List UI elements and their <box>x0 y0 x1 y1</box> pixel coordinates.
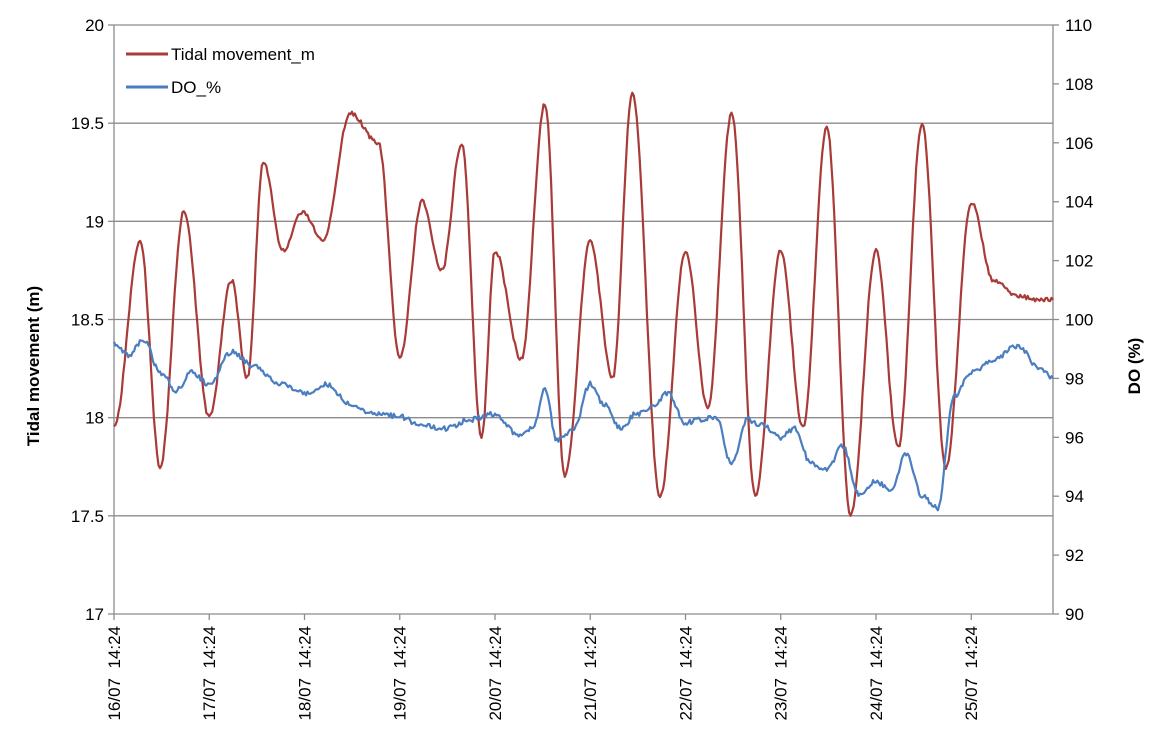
right-tick-label: 98 <box>1065 369 1084 388</box>
x-tick-label: 25/07 14:24 <box>962 626 981 721</box>
right-tick-label: 90 <box>1065 605 1084 624</box>
left-tick-label: 18.5 <box>71 311 104 330</box>
x-tick-label: 24/07 14:24 <box>867 626 886 721</box>
left-tick-label: 17 <box>85 605 104 624</box>
x-tick-label: 19/07 14:24 <box>391 626 410 721</box>
left-axis-ticks: 17 17.5 18 18.5 19 19.5 20 <box>71 16 114 624</box>
legend-label-do: DO_% <box>171 78 221 97</box>
left-tick-label: 17.5 <box>71 507 104 526</box>
right-tick-label: 106 <box>1065 134 1093 153</box>
right-tick-label: 108 <box>1065 75 1093 94</box>
x-tick-label: 17/07 14:24 <box>200 626 219 721</box>
right-tick-label: 110 <box>1065 16 1092 35</box>
right-axis-ticks: 90 92 94 96 98 100 102 104 106 108 110 <box>1053 16 1093 624</box>
right-tick-label: 92 <box>1065 546 1084 565</box>
x-tick-label: 18/07 14:24 <box>295 626 314 721</box>
x-tick-label: 23/07 14:24 <box>772 626 791 721</box>
series-layer <box>112 91 1054 517</box>
left-tick-label: 19 <box>85 212 104 231</box>
legend-label-tidal: Tidal movement_m <box>171 45 315 64</box>
right-tick-label: 96 <box>1065 428 1084 447</box>
legend: Tidal movement_m DO_% <box>126 45 315 97</box>
x-tick-label: 21/07 14:24 <box>581 626 600 721</box>
gridlines <box>114 24 1053 517</box>
x-tick-label: 16/07 14:24 <box>105 626 124 721</box>
right-tick-label: 104 <box>1065 193 1093 212</box>
left-tick-label: 19.5 <box>71 114 104 133</box>
right-tick-label: 100 <box>1065 311 1093 330</box>
right-tick-label: 102 <box>1065 252 1093 271</box>
left-tick-label: 18 <box>85 409 104 428</box>
left-axis-title: Tidal movement (m) <box>24 286 43 446</box>
left-tick-label: 20 <box>85 16 104 35</box>
right-tick-label: 94 <box>1065 487 1084 506</box>
x-axis-ticks: 16/07 14:24 17/07 14:24 18/07 14:24 19/07 1… <box>105 614 981 721</box>
x-tick-label: 20/07 14:24 <box>486 626 505 721</box>
right-axis-title: DO (%) <box>1125 338 1144 395</box>
series-line-tidal <box>113 91 1054 517</box>
x-tick-label: 22/07 14:24 <box>676 626 695 721</box>
series-line-do <box>112 339 1054 512</box>
